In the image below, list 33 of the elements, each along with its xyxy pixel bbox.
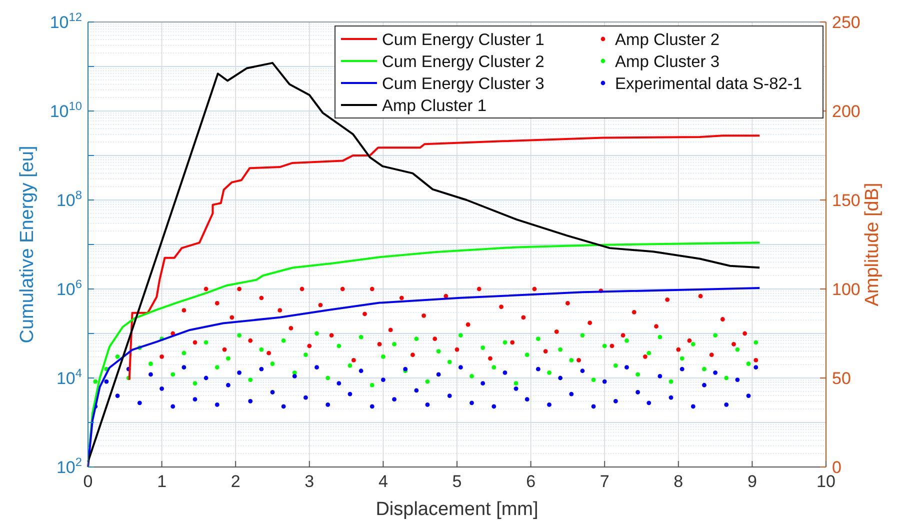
legend-label: Cum Energy Cluster 1 — [382, 31, 544, 49]
y-tick-label: 10$^{10}$ — [50, 99, 82, 121]
y2-axis-title: Amplitude [dB] — [862, 182, 883, 306]
x-tick-label: 6 — [526, 472, 536, 491]
x-tick-label: 8 — [674, 472, 684, 491]
legend-label: Cum Energy Cluster 3 — [382, 75, 544, 93]
line-series — [88, 242, 761, 448]
x-tick-label: 9 — [747, 472, 757, 491]
legend-label: Amp Cluster 1 — [382, 97, 487, 115]
legend-label: Cum Energy Cluster 2 — [382, 53, 544, 71]
y-axis-title: Cumulative Energy [eu] — [17, 146, 38, 344]
y-tick-label: 10$^{2}$ — [56, 455, 82, 477]
y2-tick-label: 250 — [832, 13, 860, 32]
legend-label: Amp Cluster 2 — [615, 31, 720, 49]
legend-label: Amp Cluster 3 — [615, 53, 720, 71]
y-tick-label: 10$^{6}$ — [56, 277, 82, 299]
y2-tick-label: 100 — [832, 280, 860, 299]
x-tick-label: 4 — [378, 472, 388, 491]
y2-tick-label: 200 — [832, 102, 860, 121]
x-tick-label: 0 — [83, 472, 93, 491]
x-tick-label: 5 — [452, 472, 462, 491]
y-tick-label: 10$^{8}$ — [56, 188, 82, 210]
x-tick-label: 3 — [304, 472, 314, 491]
y-tick-label: 10$^{12}$ — [50, 10, 82, 32]
x-tick-label: 1 — [157, 472, 167, 491]
y-tick-label: 10$^{4}$ — [56, 366, 82, 388]
x-tick-label: 2 — [230, 472, 240, 491]
x-axis-title: Displacement [mm] — [376, 499, 538, 520]
legend-label: Experimental data S-82-1 — [615, 75, 802, 93]
y2-tick-label: 150 — [832, 191, 860, 210]
x-tick-label: 7 — [600, 472, 610, 491]
y2-tick-label: 50 — [832, 369, 851, 388]
line-series — [87, 287, 761, 468]
